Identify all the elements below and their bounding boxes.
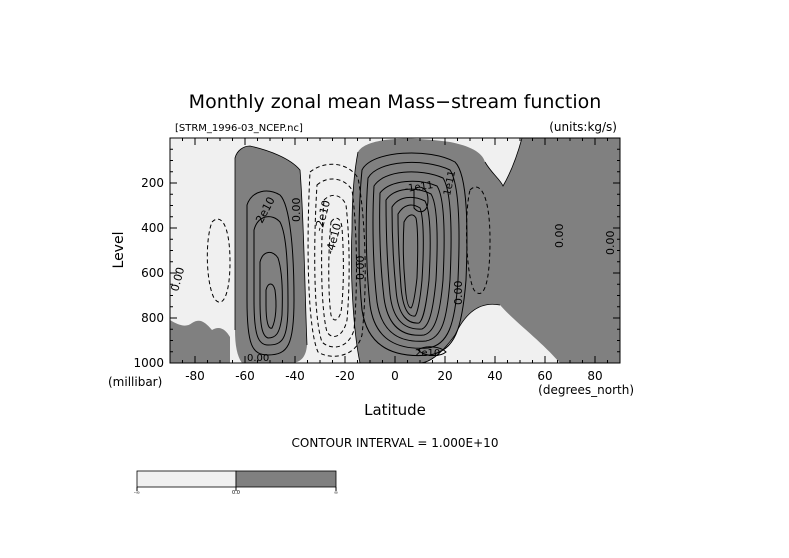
units-label: (units:kg/s) [549, 120, 617, 134]
contour-label: -1e11 [404, 180, 434, 195]
positive-region-south-cell [235, 146, 307, 363]
x-tick-label: 60 [537, 369, 552, 383]
x-axis-unit: (degrees_north) [538, 383, 634, 397]
contour-label: 0.00 [247, 353, 269, 364]
x-tick-label: 40 [487, 369, 502, 383]
file-label: [STRM_1996-03_NCEP.nc] [175, 123, 303, 134]
contour-label: 0.00 [604, 231, 617, 256]
y-tick-label: 1000 [133, 356, 164, 370]
x-axis-label: Latitude [364, 401, 426, 419]
contour-label: 0.00 [354, 256, 367, 281]
y-tick-label: 200 [141, 176, 164, 190]
x-tick-label: -20 [335, 369, 355, 383]
x-tick-label: 80 [587, 369, 602, 383]
south-cell-contours [246, 190, 295, 356]
x-tick-label: -40 [285, 369, 305, 383]
y-tick-label: 400 [141, 221, 164, 235]
colorbar-positive-swatch [235, 470, 337, 488]
contour-label: 0.00 [452, 281, 465, 306]
contour-label: 0.00 [290, 198, 303, 223]
x-tick-label: 20 [437, 369, 452, 383]
colorbar: -∞ 0.0 ∞ [134, 470, 338, 496]
y-tick-label: 800 [141, 311, 164, 325]
colorbar-negative-swatch [136, 470, 237, 488]
contour-label: 0.00 [553, 224, 566, 249]
colorbar-label: -∞ [134, 490, 140, 496]
contour-label: 1e11 [442, 170, 458, 197]
north-cell-contours [358, 152, 468, 357]
plot-area: 2e10 0.00 -2e10 -4e10 0.00 0.00 0.00 0.0… [170, 138, 620, 364]
colorbar-label: 0.0 [232, 490, 240, 496]
colorbar-label: ∞ [334, 490, 338, 496]
contour-interval-text: CONTOUR INTERVAL = 1.000E+10 [292, 436, 499, 450]
contour-label: 2e10 [415, 348, 440, 359]
y-tick-label: 600 [141, 266, 164, 280]
positive-region-antarctic [170, 320, 230, 363]
chart-title: Monthly zonal mean Mass−stream function [189, 91, 602, 113]
axes: -80 -60 -40 -20 0 20 40 60 80 200 400 600 800 1000 [133, 138, 621, 383]
positive-region-north-pole [590, 230, 620, 363]
x-tick-label: -60 [235, 369, 255, 383]
x-tick-label: 0 [391, 369, 399, 383]
zero-contours [234, 138, 523, 363]
y-axis-unit: (millibar) [108, 375, 162, 389]
y-axis-label: Level [111, 232, 127, 269]
x-tick-label: -80 [185, 369, 205, 383]
negative-contours [206, 163, 491, 357]
